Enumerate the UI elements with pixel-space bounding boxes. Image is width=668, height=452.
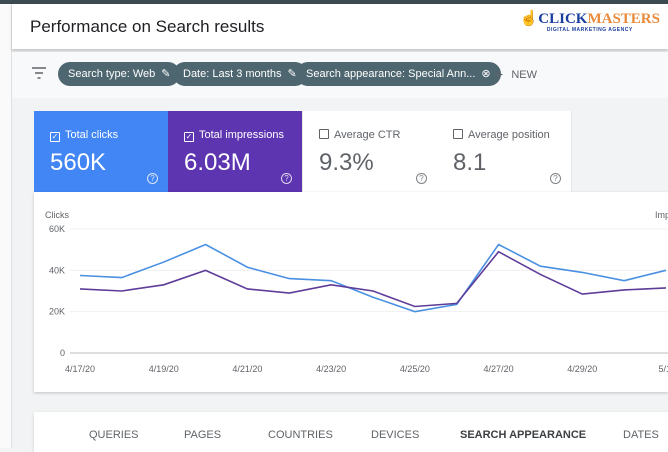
checkbox-icon[interactable] <box>453 129 463 139</box>
metric-value: 8.1 <box>453 149 487 176</box>
tab-queries[interactable]: QUERIES <box>89 429 139 441</box>
metric-card-total-clicks[interactable]: ✓ Total clicks 560K ? <box>34 111 169 192</box>
close-circle-icon[interactable]: ⊗ <box>481 68 491 80</box>
checkbox-checked-icon[interactable]: ✓ <box>184 132 194 142</box>
pencil-icon[interactable]: ✎ <box>161 68 171 80</box>
x-tick-label: 4/29/20 <box>567 364 597 374</box>
line-chart: Clicks Imp 0 20K 40K 60K 4/17/20 4/19/20 4/21/… <box>45 210 668 374</box>
checkbox-checked-icon[interactable]: ✓ <box>50 132 60 142</box>
pencil-icon[interactable]: ✎ <box>287 68 297 80</box>
tab-devices[interactable]: DEVICES <box>371 429 420 441</box>
dimension-tabs: QUERIES PAGES COUNTRIES DEVICES SEARCH A… <box>34 412 668 452</box>
help-icon[interactable]: ? <box>416 173 427 184</box>
help-icon[interactable]: ? <box>281 173 292 184</box>
tab-search-appearance[interactable]: SEARCH APPEARANCE <box>460 429 587 441</box>
x-tick-label: 4/21/20 <box>232 364 262 374</box>
clickmasters-logo: ☝CLICKMASTERS DIGITAL MARKETING AGENCY <box>519 11 660 34</box>
tab-countries[interactable]: COUNTRIES <box>268 429 333 441</box>
help-icon[interactable]: ? <box>147 173 158 184</box>
x-tick-label: 4/17/20 <box>65 364 95 374</box>
header: Performance on Search results ☝CLICKMAST… <box>12 4 668 49</box>
filter-bar: Search type: Web ✎ Date: Last 3 months ✎ S… <box>12 52 668 98</box>
x-tick-label: 5/1/ <box>658 364 668 374</box>
metric-card-average-position[interactable]: Average position 8.1 ? <box>437 111 572 192</box>
new-filter-button[interactable]: + NEW <box>494 67 538 84</box>
x-tick-label: 4/25/20 <box>400 364 430 374</box>
y-tick-label: 0 <box>60 348 65 358</box>
plus-icon: + <box>494 67 504 84</box>
filter-chip-search-type[interactable]: Search type: Web ✎ <box>58 62 181 86</box>
y-tick-label: 20K <box>49 307 65 317</box>
y-axis-label-left: Clicks <box>45 210 69 220</box>
series-line-clicks <box>79 243 667 313</box>
metric-value: 560K <box>50 149 107 176</box>
top-bar <box>0 0 668 4</box>
x-tick-label: 4/27/20 <box>484 364 514 374</box>
y-tick-label: 40K <box>49 265 65 275</box>
filter-chip-date[interactable]: Date: Last 3 months ✎ <box>173 62 307 86</box>
x-tick-label: 4/19/20 <box>149 364 179 374</box>
sidebar <box>0 4 12 448</box>
tab-pages[interactable]: PAGES <box>184 429 222 441</box>
x-tick-label: 4/23/20 <box>316 364 346 374</box>
tab-dates[interactable]: DATES <box>623 429 659 441</box>
metric-value: 9.3% <box>319 149 374 176</box>
checkbox-icon[interactable] <box>319 129 329 139</box>
filter-chip-search-appearance[interactable]: Search appearance: Special Ann... ⊗ <box>296 62 501 86</box>
series-line-impressions <box>79 250 667 308</box>
performance-chart: Clicks Imp 0 20K 40K 60K 4/17/20 4/19/20 4/21/… <box>34 192 668 392</box>
help-icon[interactable]: ? <box>550 173 561 184</box>
filter-icon[interactable] <box>32 67 46 79</box>
y-axis-label-right: Imp <box>655 210 668 220</box>
y-tick-label: 60K <box>49 224 65 234</box>
metric-card-average-ctr[interactable]: Average CTR 9.3% ? <box>303 111 438 192</box>
metric-card-total-impressions[interactable]: ✓ Total impressions 6.03M ? <box>168 111 303 192</box>
page-title: Performance on Search results <box>30 17 265 36</box>
metric-value: 6.03M <box>184 149 251 176</box>
